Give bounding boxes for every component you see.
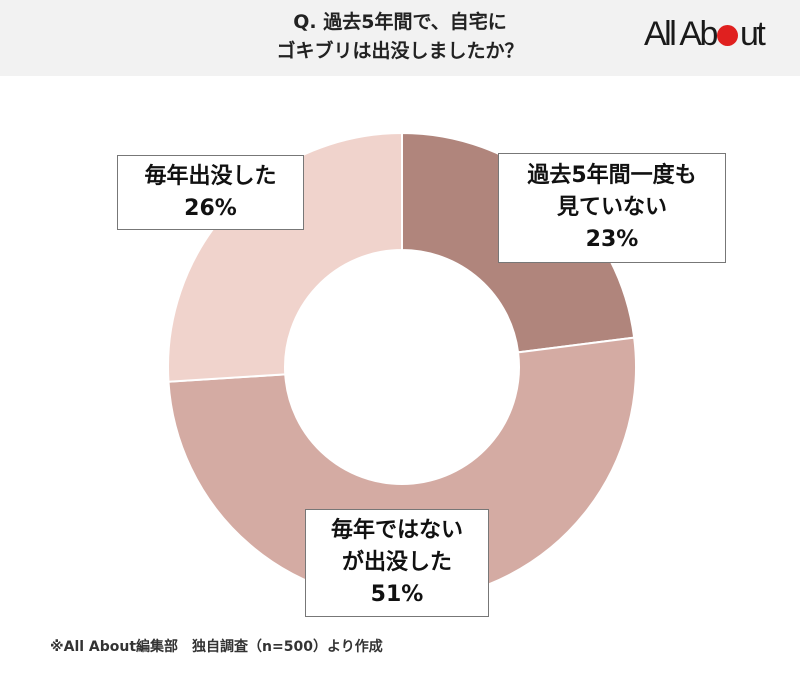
label-value: 51% [370,582,424,607]
label-every-year: 毎年出没した 26% [117,155,304,230]
logo-text-left: All Ab [644,15,718,53]
title-line-1: Q. 過去5年間で、自宅に [293,11,507,33]
label-not-seen: 過去5年間一度も 見ていない 23% [498,153,726,263]
label-text: 毎年出没した [144,163,277,189]
label-text: が出没した [341,550,452,575]
label-text: 見ていない [556,195,667,220]
logo-text-right: ut [739,15,766,53]
source-note: ※All About編集部 独自調査（n=500）より作成 [50,639,383,655]
label-text: 毎年ではない [330,518,463,543]
chart-title: Q. 過去5年間で、自宅に ゴキブリは出没しましたか？ [0,8,800,66]
slice-every-year [167,131,403,383]
allabout-logo: All Ab ut [644,14,766,54]
title-line-2: ゴキブリは出没しましたか？ [276,40,524,62]
logo-red-dot-icon [716,25,738,46]
label-text: 過去5年間一度も [527,163,697,188]
label-value: 23% [585,227,639,252]
slice-not-every-year [167,336,637,602]
header-bar: Q. 過去5年間で、自宅に ゴキブリは出没しましたか？ All Ab ut [0,0,800,76]
label-not-every-year: 毎年ではない が出没した 51% [305,509,489,617]
label-value: 26% [184,195,237,221]
